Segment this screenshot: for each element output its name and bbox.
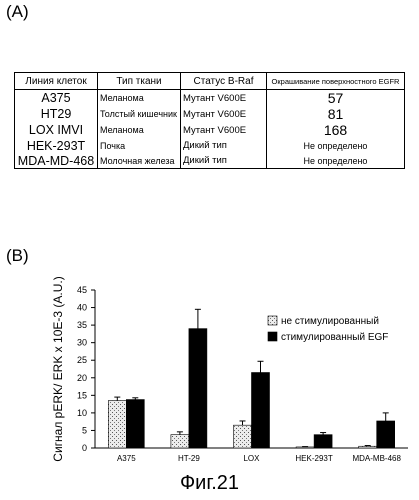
y-tick-label: 45 (77, 285, 87, 295)
table-row: LOX IMVI Меланома Мутант V600E 168 (14, 122, 405, 138)
table-row: HEK-293T Почка Дикий тип Не определено (14, 138, 405, 153)
header-braf-status: Статус B-Raf (180, 72, 267, 90)
header-egfr-staining: Окрашивание поверхностного EGFR (266, 72, 405, 90)
x-tick-label: LOX (243, 454, 260, 463)
y-tick-label: 30 (77, 338, 87, 348)
header-cell-line: Линия клеток (14, 72, 98, 90)
y-tick-label: 15 (77, 390, 87, 400)
legend-label: не стимулированный (281, 316, 379, 327)
braf-status: Дикий тип (180, 153, 267, 169)
egfr-staining: Не определено (266, 138, 405, 153)
egfr-staining: 57 (266, 89, 405, 106)
cell-line-name: HT29 (14, 106, 98, 122)
y-tick-label: 5 (82, 425, 87, 435)
braf-status: Мутант V600E (180, 89, 267, 106)
table-row: HT29 Толстый кишечник Мутант V600E 81 (14, 106, 405, 122)
x-tick-label: HT-29 (178, 454, 200, 463)
tissue-type: Почка (97, 138, 181, 153)
y-tick-label: 35 (77, 320, 87, 330)
cell-line-name: HEK-293T (14, 138, 98, 153)
bar-stimulated (251, 372, 270, 449)
y-tick-label: 25 (77, 355, 87, 365)
y-tick-label: 0 (82, 443, 87, 453)
cell-line-name: A375 (14, 89, 98, 106)
bar-stimulated (376, 420, 396, 449)
bar-unstimulated (170, 434, 190, 449)
legend-swatch (267, 315, 278, 326)
cell-line-name: MDA-MD-468 (14, 153, 98, 169)
tissue-type: Молочная железа (97, 153, 181, 169)
legend-swatch (267, 331, 278, 342)
bar-unstimulated (233, 424, 252, 449)
cell-line-table: Линия клеток Тип ткани Статус B-Raf Окра… (14, 72, 405, 169)
braf-status: Дикий тип (180, 138, 267, 153)
cell-line-name: LOX IMVI (14, 122, 98, 138)
table-row: A375 Меланома Мутант V600E 57 (14, 89, 405, 106)
y-axis-label: Сигнал pERK/ ERK x 10E-3 (A.U.) (51, 276, 65, 461)
y-tick-label: 40 (77, 303, 87, 313)
header-tissue-type: Тип ткани (97, 72, 181, 90)
panel-b-label: (B) (6, 246, 29, 265)
braf-status: Мутант V600E (180, 106, 267, 122)
legend-label: стимулированный EGF (281, 332, 388, 343)
x-tick-label: HEK-293T (295, 454, 332, 463)
bar-stimulated (126, 399, 145, 449)
perk-bar-chart: 0 5 10 15 20 25 30 35 40 45 Сигнал pERK/ ERK x 10E… (51, 276, 408, 463)
bar-stimulated (313, 434, 333, 449)
braf-status: Мутант V600E (180, 122, 267, 138)
tissue-type: Толстый кишечник (97, 106, 181, 122)
bar-stimulated (188, 328, 208, 449)
egfr-staining: 168 (266, 122, 405, 138)
tissue-type: Меланома (97, 89, 181, 106)
x-tick-label: A375 (117, 454, 136, 463)
bar-unstimulated (295, 446, 315, 449)
panel-a-label: (A) (6, 2, 29, 21)
table-row: MDA-MD-468 Молочная железа Дикий тип Не … (14, 153, 405, 169)
table-header-row: Линия клеток Тип ткани Статус B-Raf Окра… (14, 72, 405, 90)
egfr-staining: 81 (266, 106, 405, 122)
bar-unstimulated (108, 400, 127, 449)
y-tick-label: 20 (77, 373, 87, 383)
figure-caption: Фиг.21 (179, 472, 240, 494)
x-tick-label: MDA-MB-468 (352, 454, 401, 463)
tissue-type: Меланома (97, 122, 181, 138)
egfr-staining: Не определено (266, 153, 405, 169)
bar-unstimulated (358, 445, 378, 449)
y-tick-label: 10 (77, 408, 87, 418)
